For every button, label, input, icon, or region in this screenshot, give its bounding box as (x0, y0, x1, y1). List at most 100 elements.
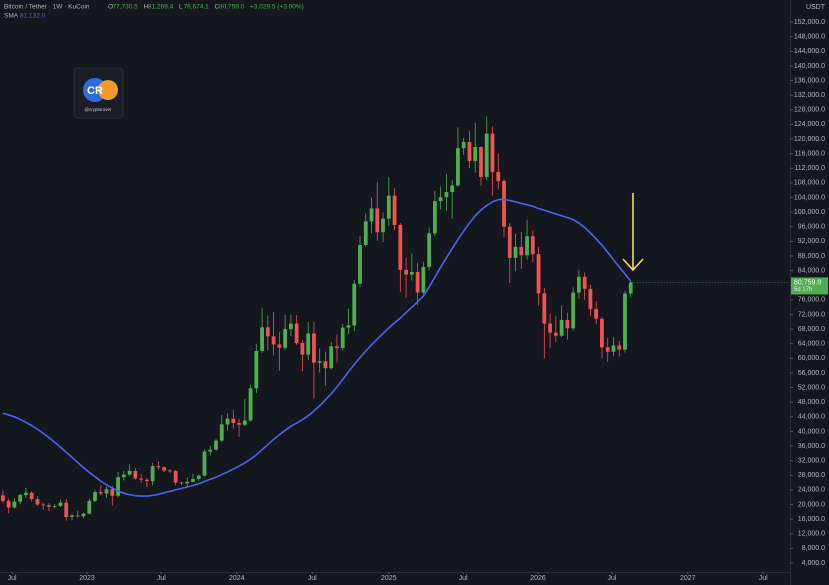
candle-body (35, 499, 40, 505)
candle-body (58, 502, 63, 506)
y-tick-label: 116,000.0 (794, 150, 825, 157)
candle-body (260, 327, 264, 352)
candle-body (196, 475, 201, 479)
candle-body (381, 218, 385, 233)
candle-body (219, 424, 224, 441)
candle-body (479, 147, 483, 178)
y-tick-label: 96,000.0 (798, 224, 825, 231)
candle-body (340, 327, 345, 349)
candle-body (404, 269, 408, 275)
candle-body (231, 418, 236, 424)
y-tick-label: 144,000.0 (794, 48, 825, 55)
y-tick-label: 84,000.0 (798, 267, 825, 274)
candle-body (12, 501, 17, 508)
candle-body (456, 148, 460, 186)
x-tick-label: Jul (759, 575, 768, 582)
sma-value: 81,132.0 (20, 13, 46, 20)
candle-body (571, 292, 576, 329)
candle-body (179, 482, 184, 484)
y-tick-label: 72,000.0 (798, 311, 825, 318)
candle-body (110, 489, 115, 496)
candle-body (214, 440, 218, 450)
candle-body (605, 347, 610, 352)
candle-body (127, 470, 132, 475)
candle-body (294, 323, 299, 343)
candle-body (52, 505, 57, 507)
candle-body (427, 233, 432, 267)
candle-body (98, 492, 103, 494)
candle-body (525, 236, 529, 256)
last-price-label: 80,759.0 (794, 279, 821, 286)
candle-body (191, 478, 195, 482)
candle-body (507, 226, 512, 258)
y-tick-label: 104,000.0 (794, 194, 825, 201)
y-tick-label: 56,000.0 (798, 370, 825, 377)
chart-title: Bitcoin / Tether · 1W · KuCoin (4, 4, 90, 11)
y-tick-label: 48,000.0 (798, 399, 825, 406)
candle-body (576, 276, 581, 293)
candle-body (375, 208, 380, 233)
candle-body (64, 502, 69, 517)
x-tick-label: 2026 (530, 575, 546, 582)
candle-body (502, 181, 506, 227)
candle-body (24, 492, 28, 496)
candle-body (461, 141, 466, 149)
candle-body (104, 489, 109, 494)
x-tick-label: 2025 (381, 575, 397, 582)
countdown-label: 5d 17h (794, 287, 812, 293)
candle-body (162, 467, 167, 471)
y-tick-label: 4,000.0 (802, 560, 825, 567)
candle-body (81, 513, 86, 517)
y-tick-label: 88,000.0 (798, 253, 825, 260)
candle-body (594, 308, 599, 319)
candle-body (565, 319, 570, 329)
candle-body (536, 254, 541, 294)
y-tick-label: 16,000.0 (798, 516, 825, 523)
y-tick-label: 128,000.0 (794, 107, 825, 114)
y-tick-label: 100,000.0 (794, 209, 825, 216)
candle-body (271, 336, 276, 345)
y-tick-label: 124,000.0 (794, 121, 825, 128)
candle-body (352, 283, 357, 326)
candle-body (496, 171, 501, 182)
candle-body (386, 195, 391, 219)
candle-body (93, 492, 97, 501)
candle-body (6, 500, 11, 508)
y-tick-label: 120,000.0 (794, 136, 825, 143)
candle-body (0, 495, 5, 501)
candle-body (139, 478, 144, 480)
candle-body (542, 293, 547, 324)
candle-body (335, 346, 339, 349)
y-tick-label: 76,000.0 (798, 297, 825, 304)
ohlc-value: 76,674.1 (184, 4, 210, 11)
candle-body (265, 327, 270, 337)
y-tick-label: 148,000.0 (794, 34, 825, 41)
sma-line (2, 198, 632, 497)
ohlc-value: 80,759.0 (219, 4, 245, 11)
y-tick-label: 36,000.0 (798, 443, 825, 450)
candle-body (421, 266, 426, 293)
x-tick-label: Jul (459, 575, 468, 582)
candle-body (450, 185, 455, 193)
y-tick-label: 60,000.0 (798, 355, 825, 362)
candle-body (185, 481, 190, 484)
candle-body (369, 208, 374, 222)
candle-body (329, 346, 334, 369)
ohlc-letter: O (108, 4, 113, 11)
candle-body (283, 329, 288, 348)
ohlc-value: 77,730.5 (113, 4, 139, 11)
ohlc-letter: H (144, 4, 149, 11)
candle-body (600, 318, 604, 348)
y-tick-label: 136,000.0 (794, 77, 825, 84)
candle-body (582, 276, 587, 289)
logo-handle: @cryptorover (84, 107, 112, 112)
ohlc-value: 81,269.4 (148, 4, 174, 11)
candle-body (617, 345, 622, 350)
candle-body (398, 224, 403, 270)
candle-body (173, 470, 178, 483)
x-tick-label: 2024 (229, 575, 245, 582)
candle-body (358, 245, 362, 284)
candle-body (409, 272, 414, 275)
